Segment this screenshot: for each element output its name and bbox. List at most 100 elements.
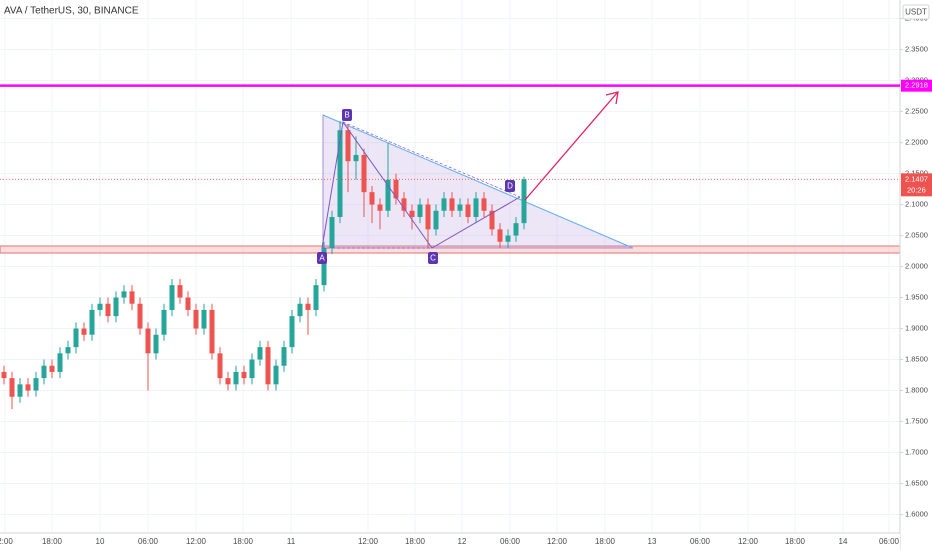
candle-body	[273, 365, 279, 385]
candle-body	[281, 347, 287, 366]
candle-body	[417, 204, 423, 217]
candle-body	[337, 130, 343, 217]
projection-arrow	[524, 92, 618, 201]
arrow-head	[605, 91, 619, 105]
candle-body	[97, 303, 103, 310]
candles	[1, 120, 527, 410]
candle-body	[25, 384, 31, 391]
x-tick-label: 06:00	[500, 537, 521, 546]
pattern-point-label: D	[507, 182, 513, 191]
candle-body	[425, 204, 431, 230]
candle-body	[297, 303, 303, 317]
candle-body	[457, 204, 463, 211]
candle-body	[57, 353, 63, 372]
x-tick-label: 14	[839, 537, 848, 546]
y-tick-label: 2.1500	[905, 169, 928, 178]
y-tick-label: 1.7000	[905, 447, 928, 456]
candle-body	[401, 198, 407, 211]
candle-body	[225, 378, 231, 385]
candle-body	[1, 371, 7, 379]
candle-body	[257, 347, 263, 360]
candle-body	[41, 365, 47, 379]
candle-body	[481, 198, 487, 211]
candle-body	[33, 378, 39, 391]
candle-body	[321, 247, 327, 286]
candle-body	[377, 204, 383, 211]
candle-body	[185, 297, 191, 310]
candle-body	[233, 371, 239, 385]
pattern-point-box	[428, 252, 438, 264]
symbol-title: AVA / TetherUS, 30, BINANCE	[4, 6, 139, 17]
y-tick-label: 2.1000	[905, 200, 928, 209]
candle-body	[177, 285, 183, 298]
x-tick-label: 06:00	[879, 537, 900, 546]
candle-body	[129, 291, 135, 304]
candle-body	[345, 130, 351, 162]
candle-body	[433, 210, 439, 230]
x-tick-label: 06:00	[690, 537, 711, 546]
candle-body	[153, 334, 159, 354]
candle-body	[449, 198, 455, 211]
candle-body	[201, 309, 207, 329]
currency-label: USDT	[905, 8, 927, 17]
x-tick-label: 18:00	[785, 537, 806, 546]
candle-body	[121, 291, 127, 298]
resistance-price-label: 2.2918	[905, 81, 928, 90]
y-tick-label: 2.2500	[905, 107, 928, 116]
pattern-labels: A B C D	[317, 109, 515, 264]
resistance-price-box	[901, 79, 932, 92]
last-price-box	[901, 173, 932, 197]
candle-body	[329, 216, 335, 248]
candle-body	[473, 198, 479, 217]
candle-body	[113, 297, 119, 317]
trend-line	[322, 114, 634, 249]
candle-body	[409, 210, 415, 217]
y-tick-label: 1.9500	[905, 293, 928, 302]
countdown-label: 20:26	[907, 185, 926, 194]
candle-body	[73, 328, 79, 348]
pattern-point-label: C	[430, 254, 436, 263]
candle-body	[497, 229, 503, 242]
pattern-point-label: A	[319, 254, 325, 263]
y-tick-label: 2.0000	[905, 262, 928, 271]
candle-body	[465, 204, 471, 217]
candle-body	[161, 309, 167, 335]
candle-body	[289, 316, 295, 348]
pattern-point-box	[505, 180, 515, 192]
candle-body	[105, 303, 111, 317]
y-tick-label: 2.3500	[905, 45, 928, 54]
currency-box[interactable]	[902, 4, 930, 20]
x-tick-label: 2:00	[0, 537, 13, 546]
candle-body	[441, 198, 447, 211]
candle-body	[209, 309, 215, 354]
candle-body	[505, 235, 511, 242]
abcd-diagonal	[342, 121, 521, 198]
y-tick-label: 1.6000	[905, 509, 928, 518]
x-tick-label: 10	[96, 537, 105, 546]
y-tick-label: 2.0500	[905, 231, 928, 240]
x-tick-label: 12:00	[186, 537, 207, 546]
x-tick-label: 18:00	[233, 537, 254, 546]
candle-body	[145, 328, 151, 354]
x-tick-label: 12:00	[547, 537, 568, 546]
pattern-point-label: B	[344, 111, 349, 120]
y-tick-label: 1.8500	[905, 355, 928, 364]
candle-body	[89, 309, 95, 335]
last-price-label: 2.1407	[905, 174, 928, 183]
x-tick-label: 06:00	[138, 537, 159, 546]
candle-body	[393, 179, 399, 199]
candle-body	[361, 154, 367, 193]
candle-body	[313, 285, 319, 310]
candle-body	[81, 328, 87, 335]
y-tick-label: 1.6500	[905, 478, 928, 487]
candle-body	[217, 353, 223, 379]
candle-body	[513, 223, 519, 236]
x-tick-label: 18:00	[405, 537, 426, 546]
candle-body	[489, 210, 495, 230]
candle-body	[305, 303, 311, 310]
x-tick-label: 18:00	[42, 537, 63, 546]
candle-body	[169, 285, 175, 310]
x-tick-label: 12	[458, 537, 467, 546]
